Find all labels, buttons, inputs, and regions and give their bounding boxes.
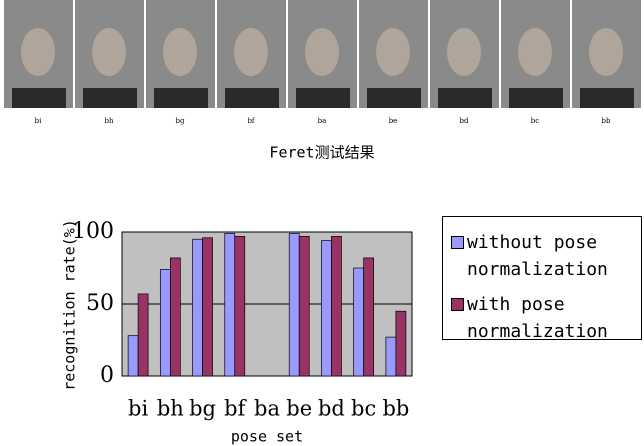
x-tick-label: bc bbox=[351, 397, 376, 421]
face-shape bbox=[234, 28, 268, 76]
bar bbox=[128, 336, 138, 376]
photo-label: bd bbox=[460, 117, 469, 125]
shoulders bbox=[367, 88, 421, 108]
shoulders bbox=[225, 88, 279, 108]
x-tick-label: bf bbox=[224, 397, 247, 421]
y-tick-label: 0 bbox=[100, 363, 114, 388]
photo-label: ba bbox=[318, 117, 327, 125]
bar bbox=[193, 239, 203, 376]
x-tick-label: bh bbox=[157, 397, 184, 421]
photo-label: bf bbox=[247, 117, 255, 125]
x-tick-label: bg bbox=[189, 397, 216, 421]
x-tick-label: bd bbox=[318, 397, 345, 421]
bar bbox=[160, 269, 170, 376]
face-shape bbox=[163, 28, 197, 76]
photo-label: bb bbox=[602, 117, 611, 125]
bar bbox=[289, 233, 299, 376]
photo-label: be bbox=[389, 117, 398, 125]
page: Feret测试结果 pose set recognition rate(%) b… bbox=[0, 0, 644, 446]
legend-entry: with pose normalization bbox=[451, 291, 641, 345]
shoulders bbox=[12, 88, 66, 108]
face-shape bbox=[447, 28, 481, 76]
shoulders bbox=[296, 88, 350, 108]
photo-label: bg bbox=[176, 117, 185, 125]
photo-label: bi bbox=[35, 117, 42, 125]
shoulders bbox=[154, 88, 208, 108]
bar bbox=[203, 238, 213, 376]
legend-entry: without pose normalization bbox=[451, 229, 641, 283]
face-shape bbox=[376, 28, 410, 76]
face-shape bbox=[518, 28, 552, 76]
y-tick-label: 100 bbox=[72, 219, 114, 244]
face-shape bbox=[589, 28, 623, 76]
y-tick-label: 50 bbox=[86, 291, 114, 316]
bar bbox=[225, 233, 235, 376]
face-shape bbox=[92, 28, 126, 76]
bar bbox=[386, 337, 396, 376]
face-shape bbox=[305, 28, 339, 76]
x-axis-label: pose set bbox=[231, 428, 303, 446]
shoulders bbox=[83, 88, 137, 108]
photo-label: bh bbox=[105, 117, 114, 125]
x-tick-label: be bbox=[286, 397, 312, 421]
photo-label: bc bbox=[531, 117, 539, 125]
legend-label: with pose normalization bbox=[467, 291, 637, 345]
bar bbox=[354, 268, 364, 376]
y-axis-label: recognition rate(%) bbox=[61, 219, 79, 391]
x-tick-label: ba bbox=[254, 397, 280, 421]
x-tick-label: bi bbox=[128, 397, 148, 421]
face-shape bbox=[21, 28, 55, 76]
shoulders bbox=[509, 88, 563, 108]
x-tick-label: bb bbox=[382, 397, 409, 421]
bar bbox=[364, 258, 374, 376]
shoulders bbox=[580, 88, 634, 108]
bar bbox=[396, 311, 406, 376]
bar bbox=[331, 236, 341, 376]
bar bbox=[299, 236, 309, 376]
legend-label: without pose normalization bbox=[467, 229, 637, 283]
bar bbox=[235, 236, 245, 376]
legend-swatch bbox=[451, 236, 464, 249]
shoulders bbox=[438, 88, 492, 108]
legend-swatch bbox=[451, 298, 464, 311]
bar bbox=[138, 294, 148, 376]
bar bbox=[170, 258, 180, 376]
bar bbox=[321, 241, 331, 376]
photo-caption: Feret测试结果 bbox=[269, 144, 374, 162]
